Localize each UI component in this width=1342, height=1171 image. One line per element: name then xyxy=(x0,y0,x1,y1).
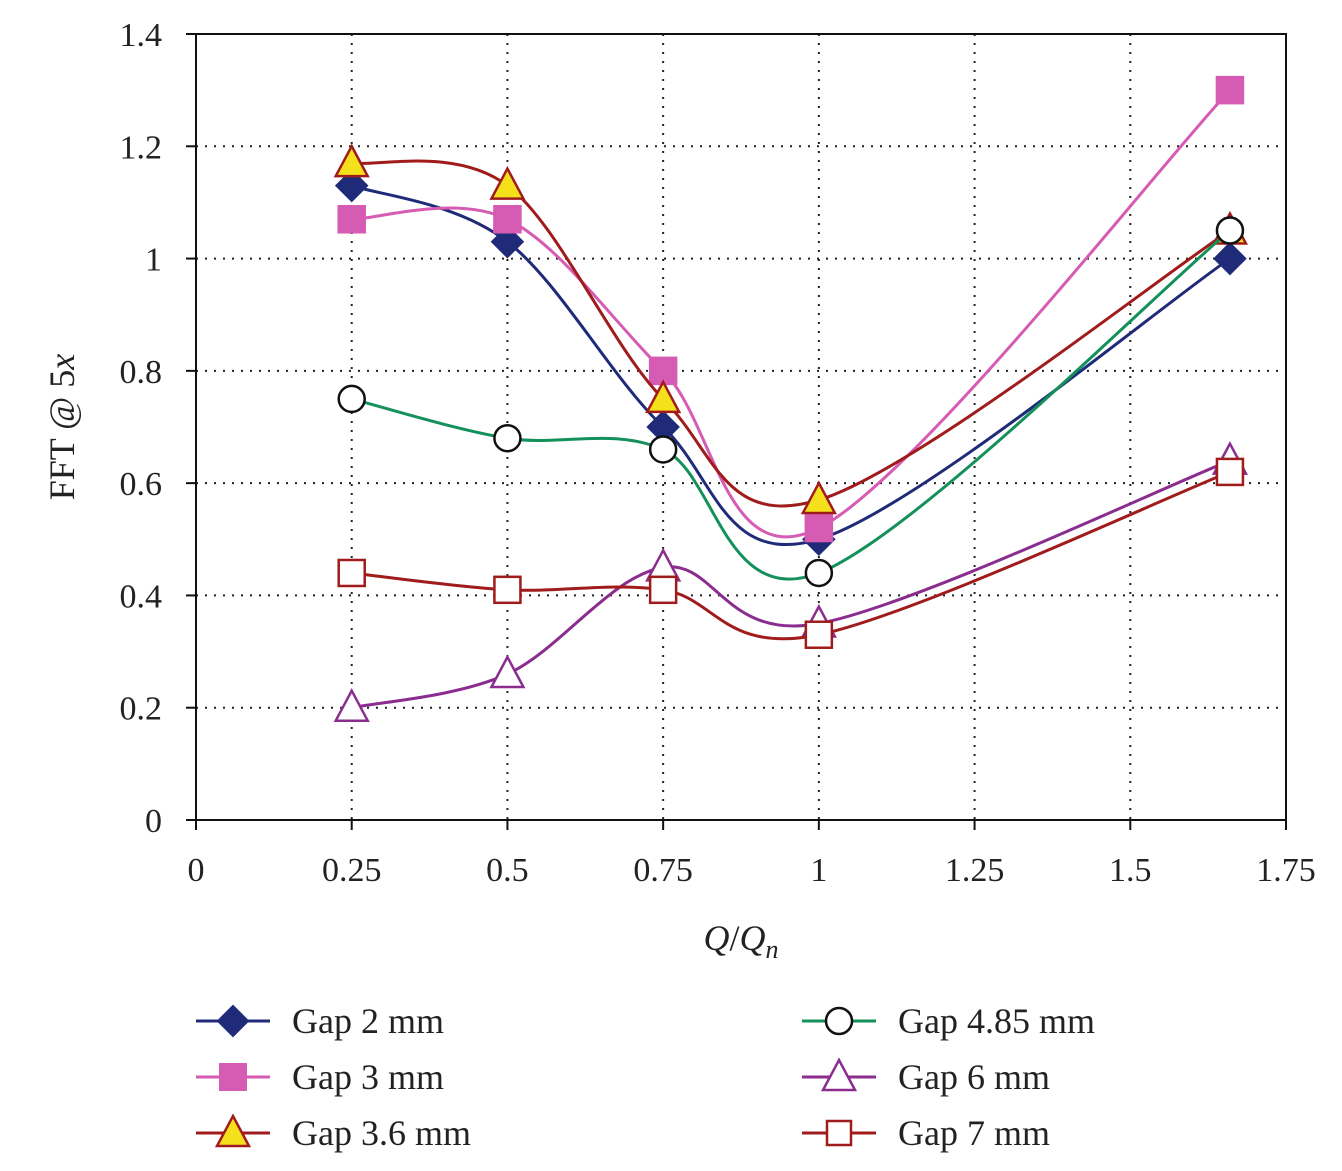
marker-gap-3-mm-point xyxy=(1215,75,1245,105)
marker-gap-3-mm-point xyxy=(804,513,834,543)
legend-item-gap-6mm: Gap 6 mm xyxy=(802,1057,1050,1097)
marker-gap-7-mm-point xyxy=(493,575,522,605)
marker-gap-7-mm-point xyxy=(648,575,678,605)
series-line-gap-3-mm xyxy=(351,89,1232,539)
x-tick-label: 1.25 xyxy=(945,852,1005,889)
x-tick-label: 0 xyxy=(188,852,205,889)
series-line-gap-6-mm xyxy=(351,459,1231,710)
marker-gap-3_6-mm-point xyxy=(489,165,526,200)
marker-gap-6-mm-point xyxy=(489,654,526,689)
legend-label: Gap 7 mm xyxy=(898,1113,1050,1153)
y-tick-label: 0 xyxy=(145,803,162,840)
series-line-gap-4_85-mm xyxy=(351,229,1231,581)
legend-item-gap-7mm: Gap 7 mm xyxy=(802,1113,1050,1153)
legend-label: Gap 2 mm xyxy=(292,1001,444,1041)
x-axis-title: Q/Qn xyxy=(703,918,778,964)
x-tick-label: 0.75 xyxy=(633,852,693,889)
legend-label: Gap 4.85 mm xyxy=(898,1001,1095,1041)
legend-square-marker xyxy=(219,1063,247,1091)
marker-gap-6-mm-point xyxy=(333,688,370,722)
marker-gap-7-mm-point xyxy=(337,558,366,588)
marker-gap-3-mm-point xyxy=(337,205,366,234)
marker-gap-2-mm-point xyxy=(334,168,369,203)
legend-triangle-marker xyxy=(820,1057,858,1092)
x-tick-label: 1.5 xyxy=(1109,852,1152,889)
series-line-gap-3_6-mm xyxy=(351,159,1231,508)
marker-gap-4_85-mm-point xyxy=(1215,216,1245,245)
legend-item-gap-3mm: Gap 3 mm xyxy=(196,1057,444,1097)
marker-gap-3_6-mm-point xyxy=(800,480,837,515)
legend-item-gap-2mm: Gap 2 mm xyxy=(196,1001,444,1041)
x-tick-label: 1.75 xyxy=(1256,852,1316,889)
series-gap-3_6-mm xyxy=(333,143,1249,515)
marker-gap-2-mm-point xyxy=(1213,241,1247,276)
marker-gap-4_85-mm-point xyxy=(648,435,678,464)
x-tick-label: 0.5 xyxy=(486,852,529,889)
marker-gap-3_6-mm-point xyxy=(645,379,682,414)
legend-circle-marker xyxy=(824,1006,854,1036)
x-tick-label: 0.25 xyxy=(322,852,382,889)
legend-item-gap-3.6mm: Gap 3.6 mm xyxy=(196,1113,471,1153)
marker-gap-4_85-mm-point xyxy=(493,423,522,453)
marker-gap-3-mm-point xyxy=(493,205,522,234)
grid xyxy=(196,34,1286,820)
marker-gap-4_85-mm-point xyxy=(337,384,366,414)
marker-gap-7-mm-point xyxy=(1215,457,1245,487)
series-line-gap-7-mm xyxy=(351,470,1231,641)
legend-diamond-marker xyxy=(216,1004,250,1038)
series-gap-3-mm xyxy=(337,75,1245,543)
legend: Gap 2 mm Gap 3 mm Gap 3.6 mm Gap 4.85 mm… xyxy=(196,1001,1095,1153)
ticks: 0 0.25 0.5 0.75 1 1.25 1.5 1.75 0 0.2 0.4 0.6 0.8 1 1.… xyxy=(120,17,1316,889)
series-layer xyxy=(333,75,1249,722)
y-tick-label: 1.4 xyxy=(120,17,163,54)
legend-label: Gap 3 mm xyxy=(292,1057,444,1097)
marker-gap-4_85-mm-point xyxy=(804,558,834,588)
legend-item-gap-4.85mm: Gap 4.85 mm xyxy=(802,1001,1095,1041)
series-gap-6-mm xyxy=(333,441,1249,722)
marker-gap-2-mm-point xyxy=(490,224,525,259)
series-gap-4_85-mm xyxy=(337,216,1245,588)
y-tick-label: 0.6 xyxy=(120,466,163,503)
y-tick-label: 0.4 xyxy=(120,578,163,615)
legend-triangle-marker xyxy=(214,1113,252,1148)
marker-gap-3_6-mm-point xyxy=(333,143,370,178)
y-tick-label: 1 xyxy=(145,242,162,279)
y-tick-label: 0.8 xyxy=(120,354,163,391)
series-gap-7-mm xyxy=(337,457,1245,649)
x-tick-label: 1 xyxy=(810,852,827,889)
legend-label: Gap 6 mm xyxy=(898,1057,1050,1097)
y-tick-label: 0.2 xyxy=(120,691,163,728)
legend-label: Gap 3.6 mm xyxy=(292,1113,471,1153)
y-axis-title: FFT @ 5x xyxy=(42,354,82,501)
series-line-gap-2-mm xyxy=(351,184,1231,547)
y-tick-label: 1.2 xyxy=(120,129,163,166)
plot-frame xyxy=(195,33,1287,821)
series-gap-2-mm xyxy=(334,168,1247,557)
legend-square-marker xyxy=(825,1119,853,1147)
marker-gap-7-mm-point xyxy=(804,620,834,649)
